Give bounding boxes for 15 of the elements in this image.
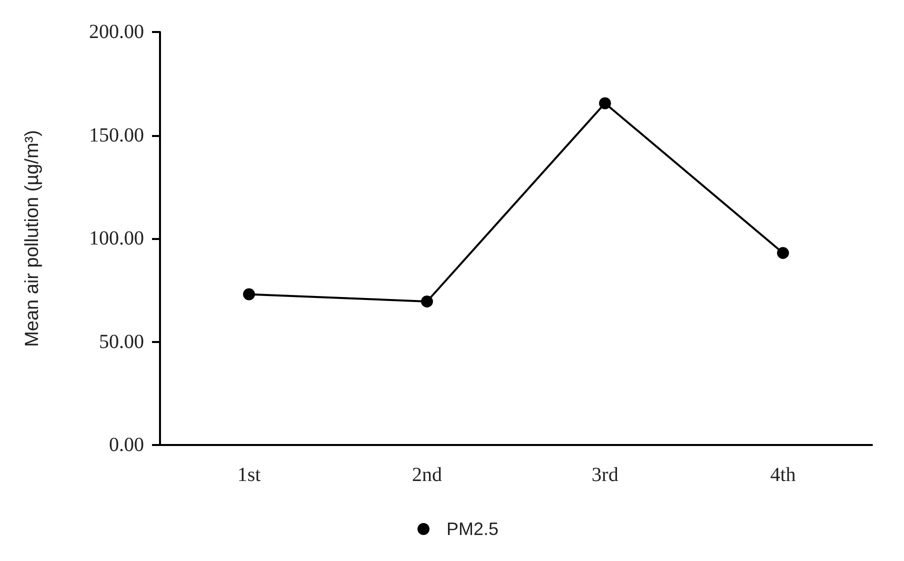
- legend-label: PM2.5: [446, 519, 499, 539]
- x-tick-label: 3rd: [592, 464, 618, 486]
- point: [599, 97, 611, 110]
- y-tick-label: 200.00: [89, 21, 144, 43]
- y-tick-label: 100.00: [89, 228, 144, 250]
- x-tick-label: 4th: [770, 464, 796, 486]
- y-tick-label: 150.00: [89, 124, 144, 146]
- point: [777, 246, 789, 259]
- x-tick-label: 1st: [237, 464, 262, 486]
- point: [243, 288, 255, 300]
- y-tick-label: 0.00: [109, 434, 144, 456]
- y-tick-label: 50.00: [99, 330, 144, 353]
- x-tick-label: 2nd: [412, 464, 442, 486]
- point: [421, 295, 433, 308]
- y-axis-title: Mean air pollution (µg/m³): [22, 130, 43, 347]
